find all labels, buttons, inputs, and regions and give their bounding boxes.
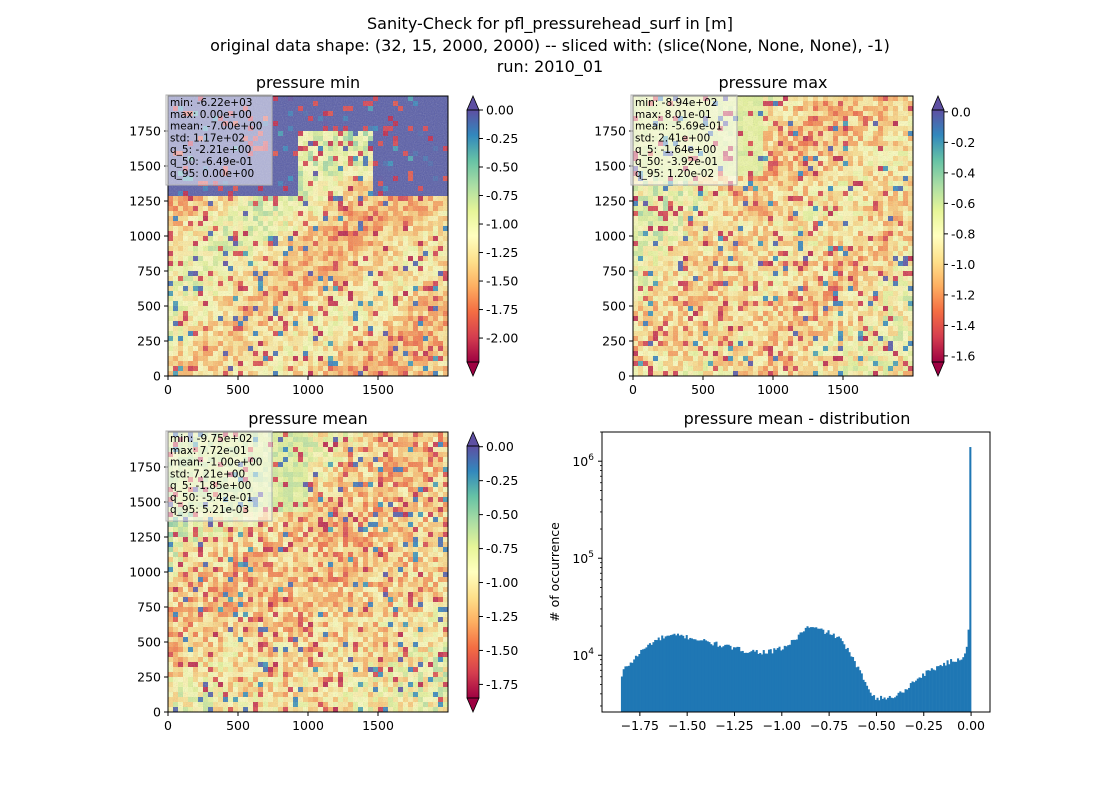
- stats-line: std: 1.17e+02: [170, 132, 245, 144]
- y-tick-label: 750: [137, 264, 161, 279]
- colorbar-extend-min: [466, 361, 480, 378]
- y-tick-label: 250: [137, 334, 161, 349]
- x-tick-label: 0: [164, 382, 172, 397]
- colorbar-tick-label: -0.25: [486, 131, 518, 146]
- stats-line: q_95: 0.00e+00: [170, 168, 254, 180]
- heatmap-image: [633, 96, 914, 377]
- colorbar-tick-label: -0.75: [486, 188, 518, 203]
- colorbar-tick-label: -1.25: [486, 245, 518, 260]
- heatmap-image: [168, 96, 449, 377]
- y-tick-label: 1500: [129, 159, 161, 174]
- colorbar-tick-label: 0.00: [486, 103, 514, 118]
- colorbar-frame: [466, 109, 480, 363]
- stats-box-background: [165, 94, 273, 186]
- colorbar-gradient: [467, 110, 479, 362]
- colorbar-tick-label: -1.00: [486, 217, 518, 232]
- panel-pressure-max: pressure max 0 500 1000 1500 02505007501000…: [594, 73, 975, 397]
- figure-title-line-1: Sanity-Check for pfl_pressurehead_surf i…: [367, 14, 733, 34]
- colorbar-tick-label: -1.50: [486, 274, 518, 289]
- colorbar: 0.00 -0.25 -0.50 -0.75 -1.00 -1.25 -1.50 -1.75 -…: [466, 94, 518, 378]
- panel-title: pressure min: [256, 73, 360, 92]
- y-axis-ticks: 0 250 500 750 1000 1250 1500 1750: [129, 124, 168, 384]
- panel-pressure-min: pressure min 0 500 1000 1500 0 250 500 750 1000…: [129, 73, 518, 397]
- colorbar-tick-label: -0.50: [486, 160, 518, 175]
- x-axis-ticks: 0 500 1000 1500: [164, 376, 394, 397]
- y-tick-label: 500: [137, 299, 161, 314]
- y-tick-label: 1750: [129, 124, 161, 139]
- stats-line: q_50: -6.49e-01: [170, 156, 253, 168]
- stats-line: mean: -7.00e+00: [170, 121, 262, 133]
- stats-line: min: -6.22e+03: [170, 97, 252, 109]
- y-tick-label: 0: [153, 369, 161, 384]
- figure-title-line-2: original data shape: (32, 15, 2000, 2000…: [210, 36, 890, 55]
- colorbar-tick-label: -2.00: [486, 331, 518, 346]
- x-tick-label: 500: [226, 382, 250, 397]
- panel-title: pressure max: [718, 73, 827, 92]
- colorbar-extend-max: [466, 94, 480, 111]
- x-tick-label: 1000: [292, 382, 324, 397]
- y-tick-label: 1250: [129, 194, 161, 209]
- y-tick-label: 1000: [129, 229, 161, 244]
- colorbar-tick-label: -1.75: [486, 302, 518, 317]
- x-tick-label: 1500: [362, 382, 394, 397]
- stats-line: max: 0.00e+00: [170, 109, 252, 121]
- figure-title-line-3: run: 2010_01: [497, 57, 603, 77]
- stats-line: q_5: -2.21e+00: [170, 144, 251, 156]
